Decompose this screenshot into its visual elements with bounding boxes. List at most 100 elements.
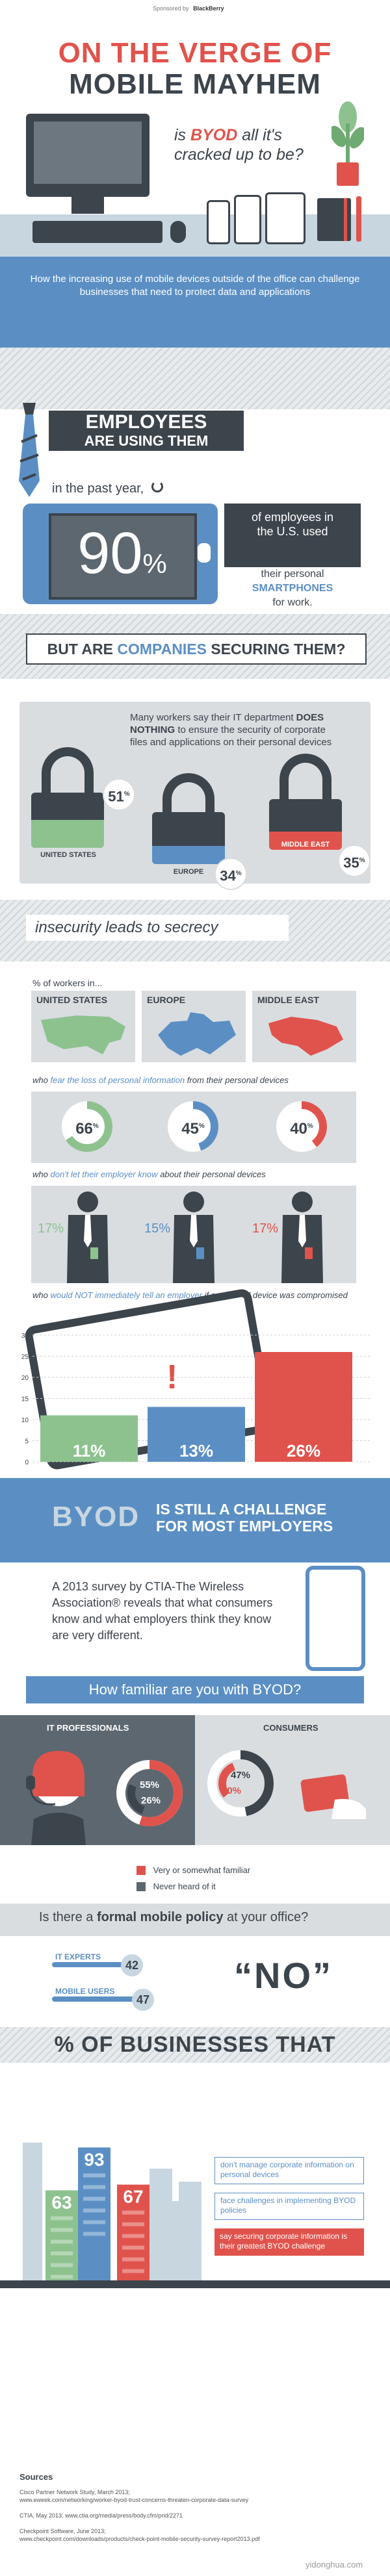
- biz-item-1: don't manage corporate information on pe…: [214, 2157, 364, 2184]
- it-familiar-value: 55%: [140, 1779, 160, 1791]
- building-window: [51, 2228, 73, 2232]
- building-window: [122, 2222, 144, 2226]
- sources-list: Cisco Partner Network Study, March 2013;…: [20, 2489, 260, 2542]
- policy-mobile-bar: [52, 1996, 135, 2002]
- phone-outline-icon: [306, 1566, 365, 1671]
- tablet-icon: [265, 192, 306, 244]
- us-map-icon: [41, 1015, 125, 1054]
- lock-me-shackle: [280, 754, 332, 806]
- consumer-label: CONSUMERS: [263, 1723, 318, 1733]
- employees-title-box: EMPLOYEES ARE USING THEM: [49, 411, 244, 451]
- y-tick-label: 20: [21, 1375, 29, 1382]
- fear-label: who fear the loss of personal informatio…: [32, 1075, 289, 1085]
- policy-it-bar: [52, 1962, 124, 1967]
- intro-text: How the increasing use of mobile devices…: [30, 274, 360, 298]
- building-window: [83, 2185, 105, 2189]
- divider-hatch: [0, 348, 390, 409]
- businesses-title: % OF BUSINESSES THAT: [54, 2032, 336, 2057]
- policy-mobile-value: 47: [132, 1989, 154, 2011]
- headset-avatar: [20, 1744, 98, 1845]
- building-window: [51, 2275, 73, 2279]
- phone-screen: [49, 513, 197, 600]
- sources-title: Sources: [20, 2472, 53, 2482]
- building-window: [122, 2257, 144, 2262]
- background-building: [23, 2143, 42, 2280]
- it-never-value: 26%: [141, 1795, 161, 1806]
- stat-90: 90%: [77, 521, 167, 586]
- fear-us-donut: 66%: [62, 1101, 112, 1152]
- policy-question: Is there a formal mobile policy at your …: [39, 1910, 309, 1924]
- monitor-stand: [72, 197, 104, 214]
- consumer-phone-icon: [296, 1774, 367, 1819]
- sources-section: [0, 2288, 390, 2576]
- title-line-1: ON THE VERGE OF: [58, 37, 332, 69]
- phone-icon: [207, 200, 230, 244]
- legend-familiar-swatch: [136, 1865, 146, 1875]
- securing-text: Many workers say their IT department DOE…: [130, 712, 332, 748]
- background-building: [150, 2169, 172, 2280]
- y-tick-label: 5: [25, 1438, 29, 1446]
- keyboard-icon: [32, 221, 162, 243]
- subtitle-byod: BYOD: [190, 126, 238, 144]
- bar-value-label: 13%: [179, 1441, 213, 1460]
- tie-icon: [16, 403, 42, 497]
- fear-eu-donut: 45%: [168, 1101, 218, 1152]
- stat-desc-box: of employees in the U.S. used: [224, 504, 361, 567]
- lock-us-region: UNITED STATES: [40, 851, 96, 859]
- lock-us-value: 51%: [103, 778, 135, 811]
- consumer-never-value: 30%: [222, 1785, 242, 1796]
- phone-button: [198, 543, 211, 563]
- notebook-icon: [317, 198, 351, 241]
- watermark: yidonghua.com: [306, 2560, 363, 2570]
- y-tick-label: 0: [25, 1459, 29, 1466]
- map-card-eu: EUROPE: [142, 991, 246, 1062]
- building-window: [51, 2263, 73, 2267]
- refresh-icon: [151, 481, 163, 492]
- title-line-2: MOBILE MAYHEM: [69, 68, 321, 100]
- map-card-me: MIDDLE EAST: [252, 991, 356, 1062]
- lock-me-region: MIDDLE EAST: [281, 841, 330, 848]
- consumer-donut: 47% 30%: [205, 1748, 276, 1819]
- familiar-question-box: How familiar are you with BYOD?: [26, 1676, 364, 1703]
- lock-us-shackle: [42, 747, 94, 799]
- building-window: [122, 2269, 144, 2273]
- building-window: [122, 2245, 144, 2250]
- know-us-value: 17%: [38, 1221, 64, 1236]
- building-value-label: 93: [84, 2149, 104, 2169]
- sponsor-brand: BlackBerry: [193, 5, 224, 12]
- challenge-text: A 2013 survey by CTIA-The Wireless Assoc…: [52, 1580, 273, 1642]
- region-me-label: MIDDLE EAST: [257, 995, 319, 1005]
- bar-united-states: [40, 1415, 138, 1462]
- fear-me-donut: 40%: [276, 1101, 327, 1152]
- phone-icon-2: [234, 195, 261, 244]
- it-donut: 55% 26%: [114, 1757, 185, 1829]
- consumer-familiar-value: 47%: [231, 1770, 251, 1781]
- divider-hatch-4: [0, 2027, 390, 2063]
- subtitle-pre: is: [174, 126, 187, 144]
- bar-value-label: 26%: [287, 1441, 320, 1460]
- building-bar-3: [117, 2184, 150, 2280]
- monitor-icon: [26, 114, 150, 197]
- policy-it-label: IT EXPERTS: [55, 1952, 101, 1961]
- lock-me-body: [269, 799, 342, 850]
- y-tick-label: 25: [21, 1354, 29, 1361]
- building-window: [83, 2208, 105, 2213]
- businessman-eu-icon: [168, 1189, 220, 1283]
- alert-icon: !: [166, 1358, 178, 1396]
- policy-answer: “NO”: [234, 1955, 333, 1996]
- city-ground: [0, 2280, 390, 2288]
- bar-europe: [148, 1407, 245, 1462]
- region-us-label: UNITED STATES: [36, 995, 108, 1005]
- employees-title-1: EMPLOYEES: [85, 411, 207, 433]
- policy-it-value: 42: [121, 1954, 143, 1976]
- plant-icon: [332, 97, 364, 188]
- past-year-text: in the past year,: [52, 481, 163, 496]
- y-tick-label: 10: [21, 1417, 29, 1424]
- securing-question-box: BUT ARE COMPANIES SECURING THEM?: [26, 633, 367, 665]
- building-window: [122, 2210, 144, 2215]
- know-eu-value: 15%: [144, 1221, 171, 1236]
- biz-item-3: say securing corporate information is th…: [214, 2228, 364, 2256]
- employees-title-2: ARE USING THEM: [84, 433, 209, 449]
- sponsor-label: Sponsored by: [153, 5, 189, 12]
- subtitle-post: all it's cracked up to be?: [174, 126, 304, 164]
